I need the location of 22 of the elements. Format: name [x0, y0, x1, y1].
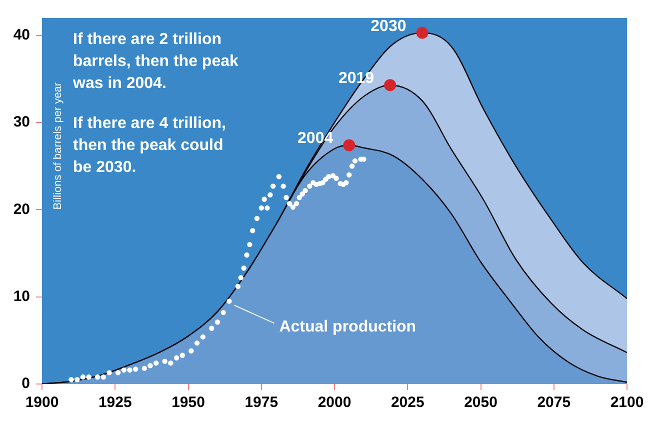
x-tick-label: 1950	[172, 394, 205, 412]
x-tick-label: 2050	[464, 394, 498, 412]
point	[416, 26, 428, 39]
x-tick-label: 2100	[610, 394, 644, 412]
x-tick-label: 2000	[318, 394, 352, 412]
annotation: 2030	[370, 18, 406, 35]
y-tick-label: 0	[22, 375, 30, 392]
annotation: If there are 4 trillion, then the peak could be 2030.	[73, 115, 226, 176]
y-tick-label: 30	[13, 114, 30, 131]
y-tick-label: 10	[13, 288, 30, 305]
x-tick-label: 1975	[244, 394, 278, 412]
y-axis-title: Billions of barrels per year	[52, 82, 64, 210]
annotation: If there are 2 trillion barrels, then the peak was in 2004.	[72, 31, 238, 92]
x-tick-label: 1900	[25, 394, 59, 412]
point	[384, 79, 396, 92]
x-tick-label: 2075	[537, 394, 571, 412]
x-tick-label: 1925	[98, 394, 132, 412]
y-tick-label: 20	[13, 200, 30, 218]
point	[343, 139, 356, 152]
x-tick-label: 2025	[390, 394, 424, 412]
y-tick-label: 40	[13, 26, 30, 44]
annotation: Actual production	[279, 318, 416, 336]
